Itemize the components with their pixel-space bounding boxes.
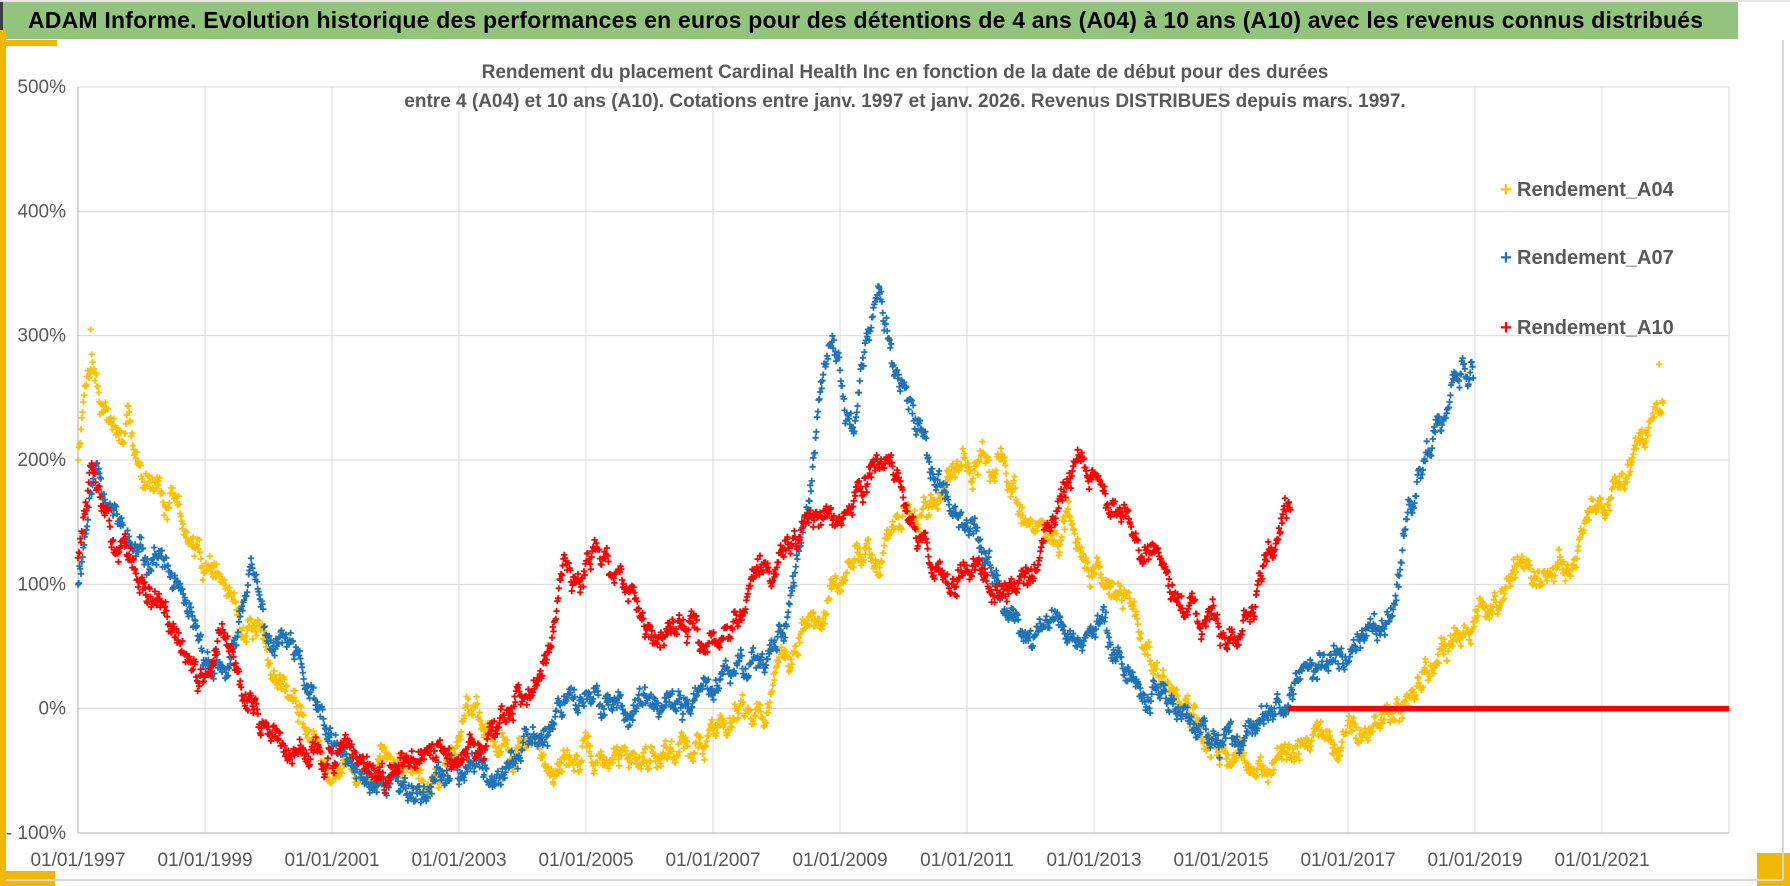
x-tick-label: 01/01/2003 xyxy=(411,850,506,871)
page-top-border xyxy=(0,0,1790,2)
y-tick-label: - 100% xyxy=(6,823,66,844)
legend-item-rendement-a10[interactable]: + Rendement_A10 xyxy=(1495,314,1674,342)
y-tick-label: 500% xyxy=(17,77,66,98)
legend-label: Rendement_A10 xyxy=(1517,316,1674,339)
header-bar: ADAM Informe. Evolution historique des p… xyxy=(0,2,1738,39)
chart-frame-bottom xyxy=(6,879,1783,881)
legend-item-rendement-a04[interactable]: + Rendement_A04 xyxy=(1495,176,1674,204)
plus-marker-icon: + xyxy=(1500,247,1512,269)
legend-label: Rendement_A07 xyxy=(1517,246,1674,269)
y-tick-label: 400% xyxy=(17,201,66,222)
x-tick-label: 01/01/2007 xyxy=(665,850,760,871)
gold-left-accent xyxy=(0,30,6,886)
plus-marker-icon: + xyxy=(1500,317,1512,339)
x-tick-label: 01/01/2005 xyxy=(538,850,633,871)
plus-marker-icon: + xyxy=(1500,179,1512,201)
x-tick-label: 01/01/2017 xyxy=(1300,850,1395,871)
y-tick-label: 300% xyxy=(17,326,66,347)
gold-header-accent xyxy=(0,40,57,46)
x-tick-label: 01/01/1999 xyxy=(157,850,252,871)
y-tick-label: 100% xyxy=(17,574,66,595)
legend-item-rendement-a07[interactable]: + Rendement_A07 xyxy=(1495,244,1674,272)
x-tick-label: 01/01/2019 xyxy=(1427,850,1522,871)
x-tick-label: 01/01/2013 xyxy=(1046,850,1141,871)
x-tick-label: 01/01/2011 xyxy=(920,850,1014,871)
gold-bottom-left-accent xyxy=(0,871,55,886)
series-rendement_a04 xyxy=(74,326,1667,801)
x-tick-label: 01/01/2021 xyxy=(1554,850,1649,871)
page-title: ADAM Informe. Evolution historique des p… xyxy=(28,7,1704,33)
y-tick-label: 0% xyxy=(39,699,67,720)
series-rendement_a10 xyxy=(74,446,1294,796)
x-tick-label: 01/01/2015 xyxy=(1173,850,1268,871)
legend-label: Rendement_A04 xyxy=(1517,178,1674,201)
x-tick-label: 01/01/1997 xyxy=(30,850,125,871)
x-tick-label: 01/01/2009 xyxy=(792,850,887,871)
series-rendement_a07 xyxy=(74,283,1477,806)
x-tick-label: 01/01/2001 xyxy=(284,850,379,871)
chart-frame-right xyxy=(1782,40,1784,880)
y-tick-label: 200% xyxy=(17,450,66,471)
